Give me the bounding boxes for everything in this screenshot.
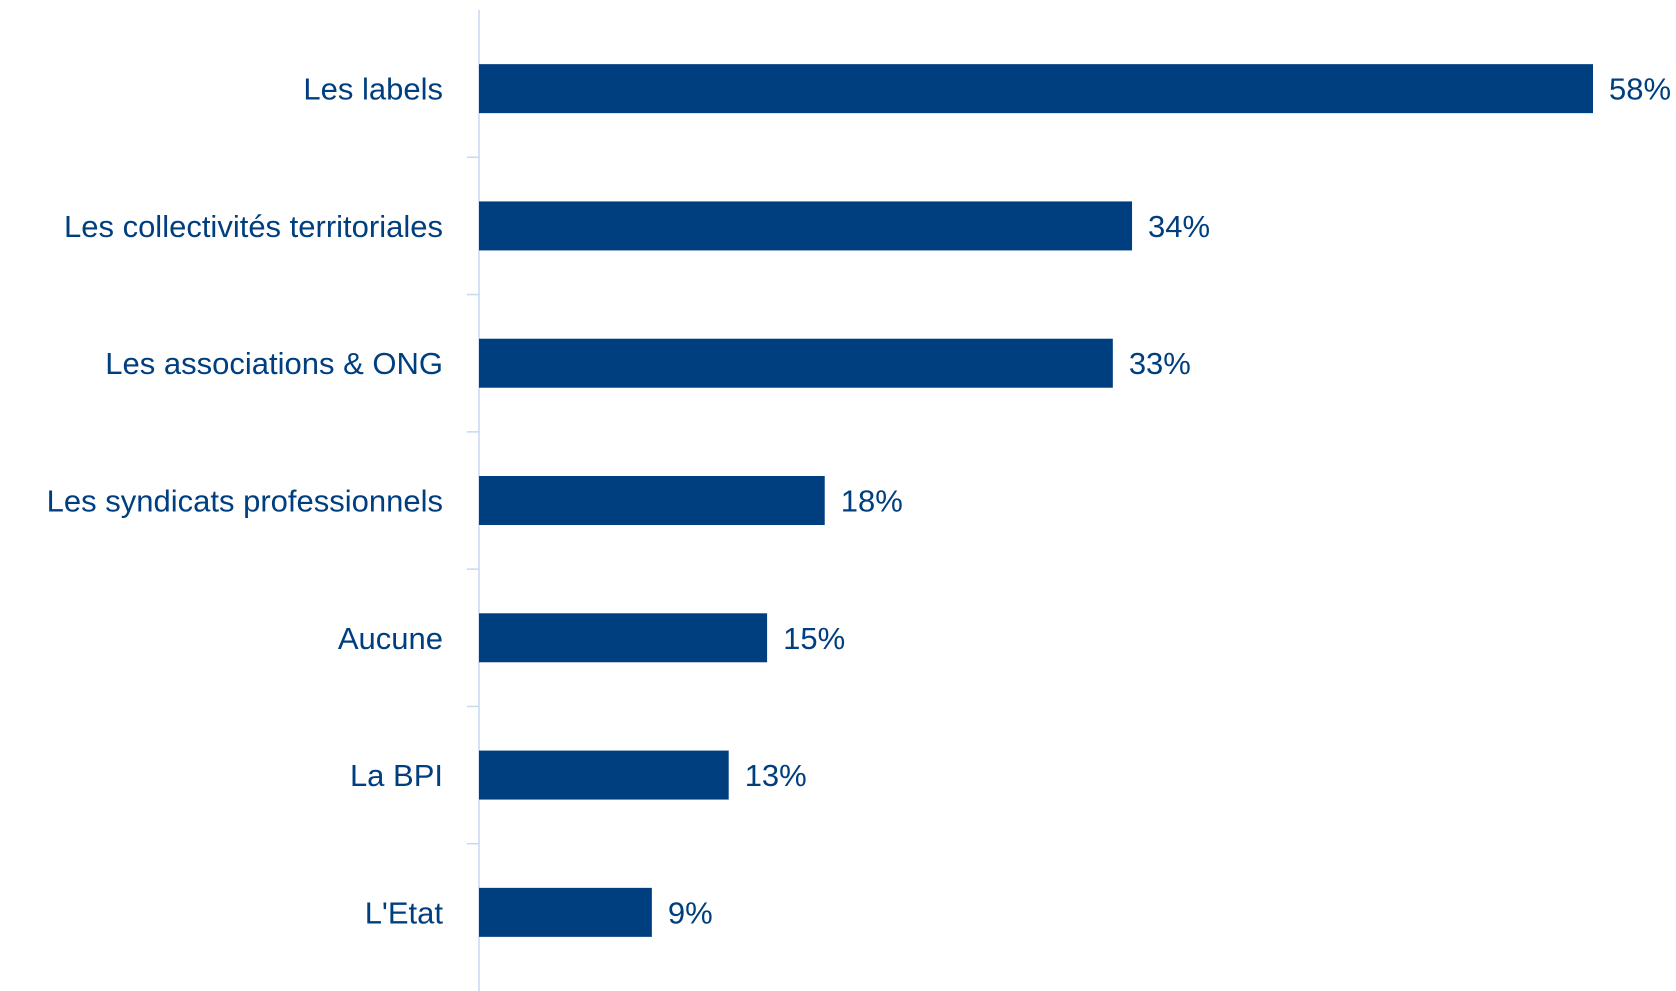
bar-2 [479,338,1113,388]
category-label: La BPI [350,758,443,793]
labels-layer: Les labels 58% Les collectivités territori… [47,72,1671,931]
category-label: Les syndicats professionnels [47,484,443,519]
bar-1 [479,201,1133,251]
category-label: Aucune [338,621,443,656]
category-label: L'Etat [365,895,444,930]
bar-5 [479,750,729,800]
category-label: Les collectivités territoriales [64,209,443,244]
bars-layer [479,64,1593,937]
value-label: 33% [1129,346,1191,381]
value-label: 18% [841,484,903,519]
value-label: 58% [1609,72,1671,107]
axis-layer [467,10,480,991]
value-label: 34% [1148,209,1210,244]
bar-0 [479,64,1593,114]
category-label: Les associations & ONG [105,346,443,381]
bar-6 [479,887,652,937]
value-label: 15% [783,621,845,656]
bar-3 [479,476,825,525]
category-label: Les labels [303,72,443,107]
bar-4 [479,613,768,663]
value-label: 13% [745,758,807,793]
value-label: 9% [668,895,713,930]
